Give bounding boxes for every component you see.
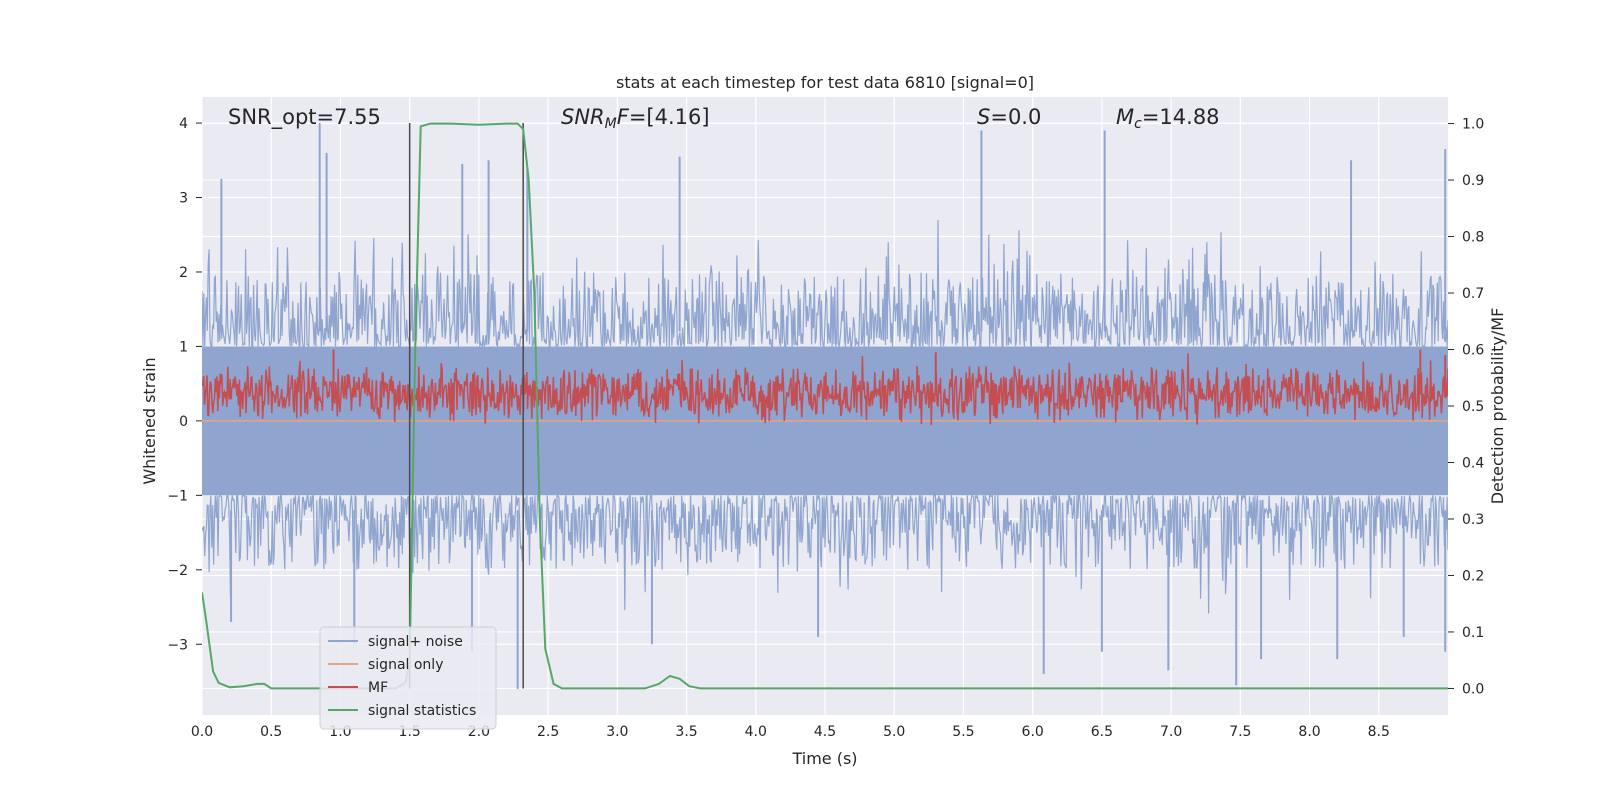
y-tick-label: −1 bbox=[167, 488, 188, 504]
annotation-part: =0.0 bbox=[990, 105, 1041, 129]
y-right-tick-label: 0.1 bbox=[1462, 625, 1484, 641]
x-tick-label: 7.0 bbox=[1160, 724, 1182, 740]
annotation-part: SNR_opt=7.55 bbox=[228, 105, 381, 130]
x-tick-label: 5.5 bbox=[952, 724, 974, 740]
x-tick-label: 8.0 bbox=[1298, 724, 1320, 740]
y-tick-label: 1 bbox=[179, 339, 188, 355]
chart-title: stats at each timestep for test data 681… bbox=[616, 73, 1034, 92]
annotation-part: SNR bbox=[561, 105, 605, 129]
tick-labels: 0.0 0.5 1.0 1.5 2.0 2.5 3.0 3.5 4.0 4.5 5.0 5.5 6.0 6… bbox=[167, 116, 1484, 740]
y-tick-label: 0 bbox=[179, 414, 188, 430]
x-tick-label: 4.0 bbox=[745, 724, 767, 740]
y-right-tick-label: 0.2 bbox=[1462, 568, 1484, 584]
annotation-part: M bbox=[605, 116, 617, 132]
y-tick-label: 3 bbox=[179, 191, 188, 207]
x-tick-label: 6.0 bbox=[1022, 724, 1044, 740]
y-axis-right-label: Detection probability/MF bbox=[1488, 308, 1507, 505]
legend-label: signal only bbox=[368, 657, 443, 673]
x-tick-label: 7.5 bbox=[1229, 724, 1251, 740]
annotation-part: c bbox=[1134, 116, 1142, 132]
x-axis-label: Time (s) bbox=[791, 749, 857, 768]
annotation-snr-opt: SNR_opt=7.55 bbox=[228, 105, 381, 130]
annotation-part: F bbox=[617, 105, 630, 129]
legend-label: MF bbox=[368, 680, 388, 696]
annotations: SNR_opt=7.55 SNRMF=[4.16] S=0.0 Mc=14.88 bbox=[228, 105, 1220, 132]
x-tick-label: 4.5 bbox=[814, 724, 836, 740]
y-tick-label: −3 bbox=[167, 637, 188, 653]
legend-box bbox=[319, 626, 497, 730]
y-right-tick-label: 0.9 bbox=[1462, 173, 1484, 189]
annotation-part: S bbox=[977, 105, 990, 129]
x-tick-label: 0.0 bbox=[191, 724, 213, 740]
annotation-snr-mf: SNRMF=[4.16] bbox=[561, 105, 710, 132]
data-layer bbox=[202, 122, 1448, 690]
x-tick-label: 0.5 bbox=[260, 724, 282, 740]
y-right-tick-label: 0.7 bbox=[1462, 286, 1484, 302]
y-right-tick-label: 0.0 bbox=[1462, 681, 1484, 697]
y-tick-label: 4 bbox=[179, 116, 188, 132]
x-tick-label: 3.5 bbox=[675, 724, 697, 740]
y-right-tick-label: 1.0 bbox=[1462, 117, 1484, 133]
x-tick-label: 8.5 bbox=[1368, 724, 1390, 740]
y-right-tick-label: 0.5 bbox=[1462, 399, 1484, 415]
x-tick-label: 6.5 bbox=[1091, 724, 1113, 740]
series-signal-statistics bbox=[202, 122, 1448, 690]
y-right-tick-label: 0.3 bbox=[1462, 512, 1484, 528]
annotation-chirp-mass: Mc=14.88 bbox=[1116, 105, 1220, 132]
y-right-tick-label: 0.6 bbox=[1462, 343, 1484, 359]
annotation-part: =14.88 bbox=[1142, 105, 1220, 129]
annotation-part: M bbox=[1116, 105, 1134, 129]
y-right-tick-label: 0.4 bbox=[1462, 455, 1484, 471]
y-axis-label: Whitened strain bbox=[140, 357, 159, 484]
x-tick-label: 2.5 bbox=[537, 724, 559, 740]
x-tick-label: 3.0 bbox=[606, 724, 628, 740]
x-tick-label: 5.0 bbox=[883, 724, 905, 740]
legend-label: signal+ noise bbox=[368, 634, 463, 650]
y-tick-label: −2 bbox=[167, 563, 188, 579]
annotation-part: =[4.16] bbox=[629, 105, 710, 129]
y-right-tick-label: 0.8 bbox=[1462, 230, 1484, 246]
legend: signal+ noise signal only MF signal statist… bbox=[319, 626, 497, 730]
y-tick-label: 2 bbox=[179, 265, 188, 281]
annotation-s-value: S=0.0 bbox=[977, 105, 1041, 129]
legend-label: signal statistics bbox=[368, 703, 476, 719]
